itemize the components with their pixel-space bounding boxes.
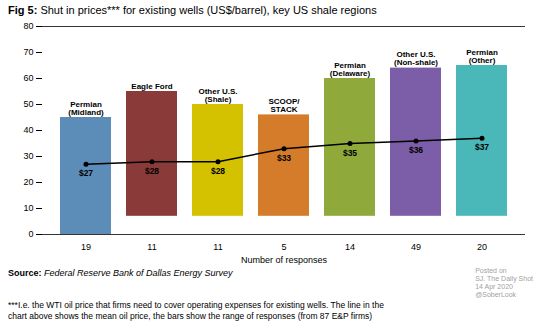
svg-text:11: 11 bbox=[147, 242, 156, 252]
svg-text:5: 5 bbox=[281, 242, 286, 252]
html-text:***I.e. the WTI oil price that: ***I.e. the WTI oil price that firms nee… bbox=[8, 300, 384, 321]
svg-text:$28: $28 bbox=[211, 166, 225, 176]
svg-text:Eagle Ford: Eagle Ford bbox=[131, 82, 172, 91]
svg-text:70: 70 bbox=[23, 47, 33, 57]
html-text:Source: Federal Reserve Bank o: Source: Federal Reserve Bank of Dallas E… bbox=[8, 268, 233, 278]
svg-text:$33: $33 bbox=[277, 153, 291, 163]
svg-text:Other U.S.(Non-shale): Other U.S.(Non-shale) bbox=[394, 50, 438, 67]
svg-text:14: 14 bbox=[345, 242, 355, 252]
svg-text:Permian(Delaware): Permian(Delaware) bbox=[330, 61, 371, 78]
svg-text:SCOOP/STACK: SCOOP/STACK bbox=[268, 97, 300, 114]
svg-text:49: 49 bbox=[411, 242, 421, 252]
svg-text:Number of responses: Number of responses bbox=[241, 255, 328, 265]
svg-text:20: 20 bbox=[477, 242, 487, 252]
svg-text:30: 30 bbox=[23, 151, 33, 161]
svg-text:$36: $36 bbox=[409, 145, 423, 155]
svg-text:19: 19 bbox=[81, 242, 91, 252]
html-text:Fig 5: Shut in prices*** for e: Fig 5: Shut in prices*** for existing we… bbox=[8, 4, 377, 16]
svg-text:10: 10 bbox=[23, 203, 33, 213]
svg-text:80: 80 bbox=[23, 21, 33, 31]
svg-text:0: 0 bbox=[28, 229, 33, 239]
svg-text:11: 11 bbox=[213, 242, 222, 252]
svg-text:Permian(Other): Permian(Other) bbox=[466, 48, 498, 65]
svg-text:Permian(Midland): Permian(Midland) bbox=[68, 100, 104, 117]
svg-text:60: 60 bbox=[23, 73, 33, 83]
svg-text:$37: $37 bbox=[475, 142, 489, 152]
svg-text:$28: $28 bbox=[145, 166, 159, 176]
svg-text:20: 20 bbox=[23, 177, 33, 187]
svg-text:$27: $27 bbox=[79, 168, 93, 178]
svg-text:Other U.S.(Shale): Other U.S.(Shale) bbox=[198, 87, 237, 104]
svg-text:$35: $35 bbox=[343, 148, 357, 158]
html-text:Posted on SJ. The Daily Shot 1: Posted on SJ. The Daily Shot 14 Apr 2020… bbox=[475, 267, 533, 298]
svg-text:40: 40 bbox=[23, 125, 33, 135]
svg-text:50: 50 bbox=[23, 99, 33, 109]
